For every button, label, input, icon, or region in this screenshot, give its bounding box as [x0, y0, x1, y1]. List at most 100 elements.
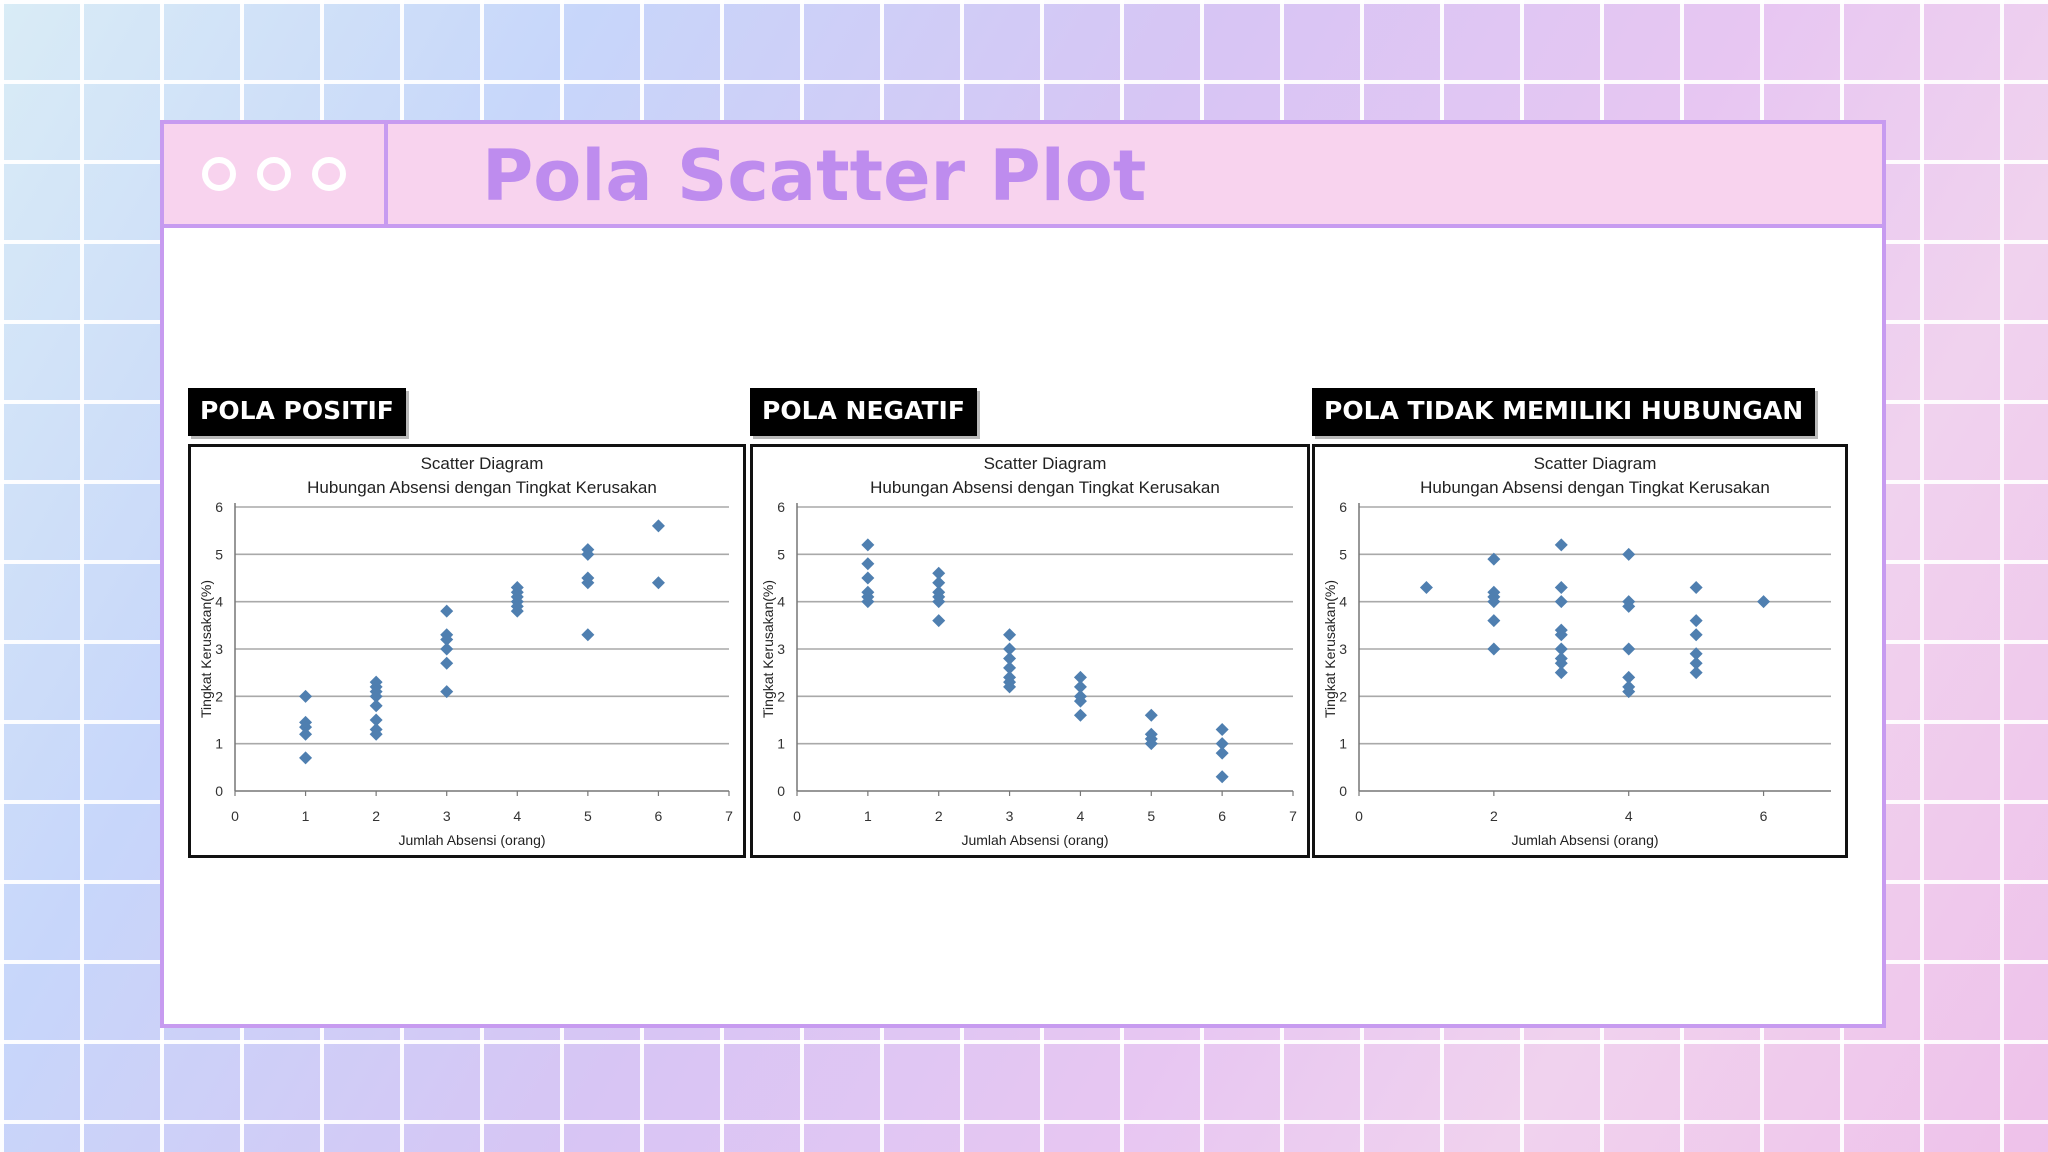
data-point [299, 751, 313, 765]
y-tick-label: 3 [215, 641, 223, 657]
data-point [369, 713, 383, 727]
page-title: Pola Scatter Plot [482, 135, 1147, 217]
data-point [1215, 722, 1229, 736]
y-tick-label: 6 [777, 499, 785, 515]
y-tick-label: 5 [777, 546, 785, 562]
data-point [440, 633, 454, 647]
data-point [932, 576, 946, 590]
x-tick-label: 0 [1355, 808, 1363, 824]
data-point [440, 685, 454, 699]
data-point [1215, 746, 1229, 760]
y-tick-label: 4 [777, 594, 785, 610]
x-tick-label: 6 [655, 808, 663, 824]
y-axis-label: Tingkat Kerusakan(%) [198, 580, 214, 718]
y-tick-label: 3 [777, 641, 785, 657]
data-point [1622, 599, 1636, 613]
x-tick-label: 7 [1289, 808, 1297, 824]
panel-label-positive: POLA POSITIF [188, 388, 406, 436]
y-tick-label: 2 [215, 688, 223, 704]
data-point [1073, 694, 1087, 708]
data-point [1215, 770, 1229, 784]
data-point [1003, 680, 1017, 694]
y-tick-label: 4 [1339, 594, 1347, 610]
data-point [1622, 547, 1636, 561]
chart-subtitle: Hubungan Absensi dengan Tingkat Kerusaka… [307, 478, 657, 497]
x-tick-label: 1 [302, 808, 310, 824]
data-point [1487, 595, 1501, 609]
chart-positive: Scatter Diagram Hubungan Absensi dengan T… [188, 444, 746, 858]
data-point [1554, 628, 1568, 642]
slide-window: Pola Scatter Plot POLA POSITIF Scatter D… [160, 120, 1886, 1028]
chart-svg-no-relation: Scatter Diagram Hubungan Absensi dengan T… [1322, 454, 1831, 848]
data-point [861, 557, 875, 571]
y-tick-label: 4 [215, 594, 223, 610]
x-axis-label: Jumlah Absensi (orang) [1511, 832, 1658, 848]
data-point [1689, 628, 1703, 642]
x-tick-label: 5 [1147, 808, 1155, 824]
window-dot-icon [312, 157, 346, 191]
y-axis-label: Tingkat Kerusakan(%) [760, 580, 776, 718]
data-point [1215, 737, 1229, 751]
data-point [1554, 595, 1568, 609]
data-point [1689, 614, 1703, 628]
data-point [1144, 737, 1158, 751]
data-point [932, 614, 946, 628]
data-point [1689, 647, 1703, 661]
data-point [1003, 661, 1017, 675]
data-point [1487, 642, 1501, 656]
chart-no-relation: Scatter Diagram Hubungan Absensi dengan T… [1312, 444, 1848, 858]
y-tick-label: 2 [1339, 688, 1347, 704]
y-tick-label: 1 [1339, 736, 1347, 752]
data-point [1689, 666, 1703, 680]
window-dot-icon [202, 157, 236, 191]
data-point [861, 571, 875, 585]
x-tick-label: 2 [1490, 808, 1498, 824]
window-dot-icon [257, 157, 291, 191]
data-point [440, 604, 454, 618]
data-point [1073, 670, 1087, 684]
x-tick-label: 2 [372, 808, 380, 824]
data-point [1003, 651, 1017, 665]
x-tick-label: 0 [793, 808, 801, 824]
data-point [1073, 708, 1087, 722]
data-point [299, 689, 313, 703]
x-tick-label: 7 [725, 808, 733, 824]
panel-label-negative: POLA NEGATIF [750, 388, 977, 436]
chart-svg-positive: Scatter Diagram Hubungan Absensi dengan T… [198, 454, 733, 848]
data-point [1554, 642, 1568, 656]
x-tick-label: 6 [1760, 808, 1768, 824]
data-point [1073, 680, 1087, 694]
data-point [861, 538, 875, 552]
data-point [932, 595, 946, 609]
y-tick-label: 6 [215, 499, 223, 515]
data-point [1554, 538, 1568, 552]
x-tick-label: 2 [935, 808, 943, 824]
chart-subtitle: Hubungan Absensi dengan Tingkat Kerusaka… [870, 478, 1220, 497]
data-point [1622, 670, 1636, 684]
data-point [932, 566, 946, 580]
data-point [440, 642, 454, 656]
data-point [581, 576, 595, 590]
x-tick-label: 1 [864, 808, 872, 824]
data-point [1757, 595, 1771, 609]
data-point [510, 604, 524, 618]
data-point [651, 576, 665, 590]
x-tick-label: 0 [231, 808, 239, 824]
data-point [1419, 580, 1433, 594]
x-tick-label: 4 [513, 808, 521, 824]
data-point [1487, 614, 1501, 628]
y-tick-label: 1 [777, 736, 785, 752]
data-point [1689, 580, 1703, 594]
x-tick-label: 6 [1218, 808, 1226, 824]
x-tick-label: 3 [443, 808, 451, 824]
data-point [581, 547, 595, 561]
data-point [1487, 552, 1501, 566]
chart-title: Scatter Diagram [984, 454, 1107, 473]
data-point [299, 720, 313, 734]
data-point [1689, 656, 1703, 670]
data-point [440, 656, 454, 670]
data-point [581, 628, 595, 642]
x-tick-label: 3 [1006, 808, 1014, 824]
data-point [369, 727, 383, 741]
data-point [369, 689, 383, 703]
